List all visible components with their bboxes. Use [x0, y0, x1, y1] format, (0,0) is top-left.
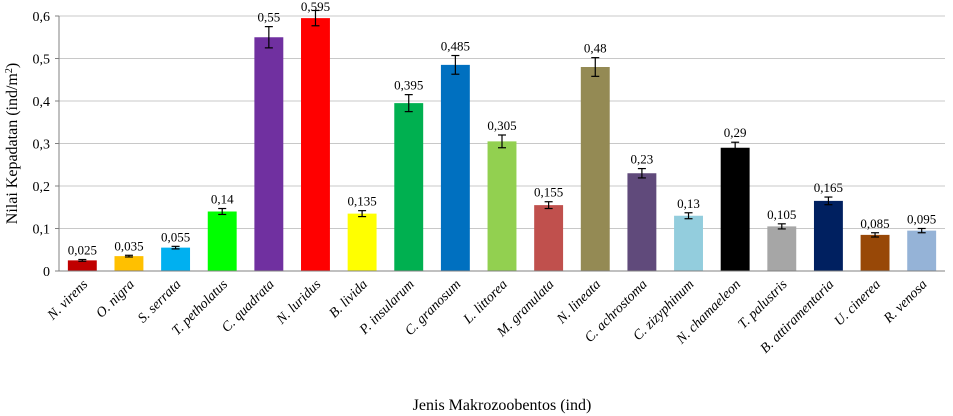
data-label: 0,135: [347, 194, 376, 209]
bar: [114, 256, 144, 271]
error-bar: [218, 207, 227, 216]
error-bars: [78, 9, 926, 262]
bar: [347, 213, 377, 271]
data-labels: 0,025 0,035 0,055 0,14 0,55 0,595 0,135 0,395 0,…: [68, 0, 937, 258]
x-tick-label: O. nigra: [94, 277, 138, 321]
y-axis-title-superscript: 2: [4, 68, 15, 73]
bar: [674, 215, 703, 271]
error-bar: [358, 210, 367, 218]
x-tick-label: U. cinerea: [832, 277, 884, 329]
error-bar: [171, 245, 180, 250]
y-tick-label: 0,2: [33, 180, 51, 195]
x-tick-label: S. serrata: [135, 277, 184, 326]
data-label: 0,23: [631, 152, 654, 167]
data-label: 0,29: [724, 125, 747, 140]
error-bar: [684, 212, 693, 220]
bar: [860, 234, 890, 271]
error-bar: [917, 227, 926, 234]
data-label: 0,48: [584, 41, 607, 56]
x-tick-label: N. virens: [44, 277, 91, 324]
data-label: 0,025: [68, 243, 97, 258]
data-label: 0,105: [767, 207, 796, 222]
error-bar: [591, 57, 600, 77]
y-axis-title-main: Nilai Kepadatan (ind/m: [4, 73, 21, 225]
error-bar: [311, 9, 320, 27]
bar: [487, 141, 517, 271]
error-bar: [871, 232, 880, 238]
data-label: 0,13: [677, 196, 700, 211]
data-label: 0,395: [394, 78, 423, 93]
error-bar: [124, 254, 133, 258]
y-tick-label: 0,4: [33, 95, 51, 110]
bar: [440, 64, 470, 271]
bar: [254, 37, 284, 271]
error-bar: [78, 258, 87, 262]
bar: [394, 103, 424, 271]
bar: [720, 147, 750, 271]
bars: [67, 18, 937, 271]
data-label: 0,155: [534, 185, 563, 200]
bar: [161, 247, 191, 271]
y-tick-label: 0,6: [33, 10, 51, 25]
data-label: 0,595: [301, 0, 330, 14]
error-bar: [544, 201, 553, 210]
data-label: 0,14: [211, 192, 234, 207]
data-label: 0,165: [814, 180, 843, 195]
data-label: 0,305: [487, 118, 516, 133]
bar: [534, 205, 564, 271]
bar: [207, 211, 237, 271]
y-tick-label: 0,5: [33, 53, 51, 68]
error-bar: [404, 94, 413, 113]
error-bar: [824, 196, 833, 206]
data-label: 0,485: [441, 39, 470, 54]
error-bar: [731, 141, 740, 154]
y-axis-title-tail: ): [4, 63, 21, 68]
y-axis-title: Nilai Kepadatan (ind/m2): [4, 63, 22, 224]
bar: [767, 226, 797, 271]
bar: [627, 173, 657, 271]
x-tick-label: R. venosa: [881, 277, 931, 327]
error-bar: [777, 223, 786, 230]
bar: [301, 18, 330, 271]
error-bar: [498, 134, 506, 149]
error-bar: [264, 26, 273, 49]
bar: [580, 67, 610, 271]
bar: [67, 260, 97, 271]
y-tick-label: 0,1: [33, 223, 51, 238]
data-label: 0,095: [907, 212, 936, 227]
x-tick-label: N. luridus: [273, 277, 324, 328]
x-axis-title: Jenis Makrozoobentos (ind): [413, 397, 592, 414]
data-label: 0,035: [114, 238, 143, 253]
error-bar: [637, 167, 646, 179]
data-label: 0,55: [257, 10, 280, 25]
error-bar: [451, 54, 460, 75]
y-tick-label: 0,3: [33, 138, 51, 153]
y-tick-label: 0: [43, 265, 50, 280]
bar: [813, 200, 843, 271]
y-tick-labels: 0 0,1 0,2 0,3 0,4 0,5 0,6: [33, 10, 59, 280]
data-label: 0,085: [860, 216, 889, 231]
x-tick-label: B. livida: [327, 277, 371, 321]
data-label: 0,055: [161, 229, 190, 244]
bar: [907, 230, 937, 271]
